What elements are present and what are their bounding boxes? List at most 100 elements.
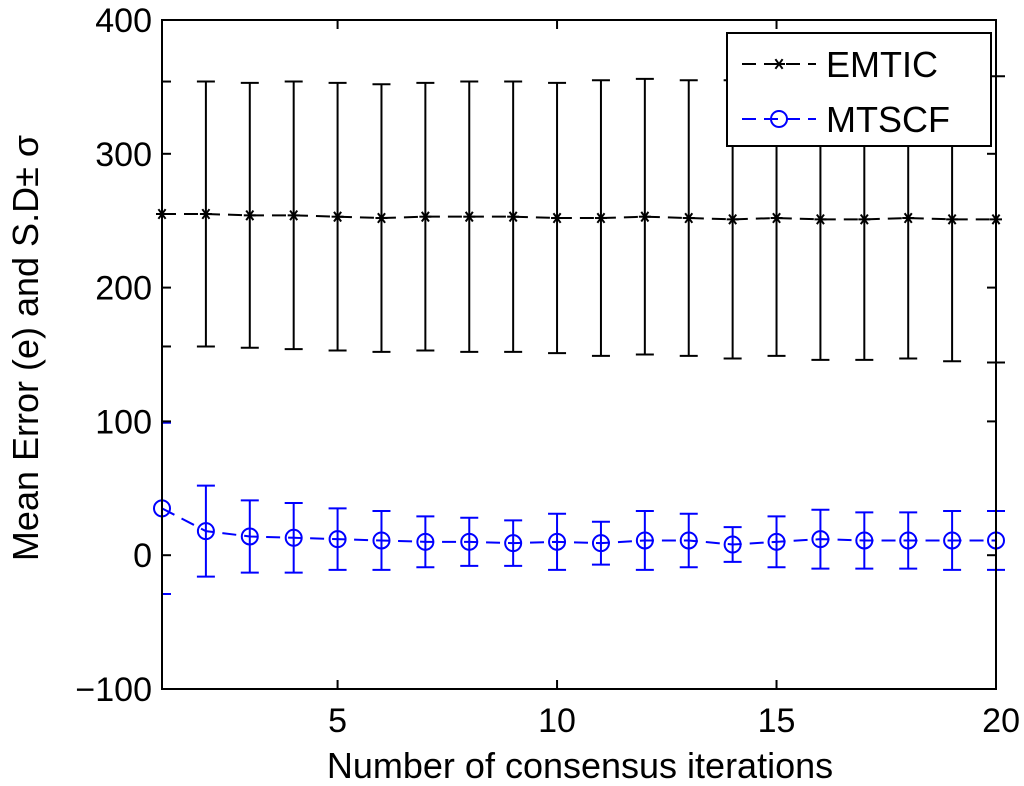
mtscf-error-bar [855,511,874,570]
marker-stroke [289,209,299,221]
mtscf-point [723,535,742,554]
mtscf-point [504,534,523,553]
legend-item-emtic: EMTIC [742,44,938,85]
emtic-point [243,209,256,221]
legend-item-mtscf: MTSCF [742,99,950,140]
emtic-line [162,213,996,221]
mtscf-point [591,534,610,553]
y-axis-label: Mean Error (e) and S.D± σ [5,135,46,561]
legend-box [726,32,992,147]
y-tick-label: −100 [75,671,152,709]
marker-stroke [859,213,869,225]
x-tick-label: 5 [328,702,347,740]
y-tick-label: 100 [95,403,152,441]
emtic-point [287,209,300,221]
marker-stroke [464,211,474,223]
mtscf-point [416,532,435,551]
y-tick-label: 400 [95,2,152,40]
marker-stroke [508,211,518,223]
emtic-point [199,208,212,220]
mtscf-error-bar [943,510,962,571]
mtscf-point [679,531,698,550]
mtscf-point [372,531,391,550]
marker-stroke [552,212,562,224]
mtscf-point [943,531,962,550]
emtic-point [551,212,564,224]
mtscf-line [161,507,996,546]
mtscf-point [196,522,215,541]
emtic-point [638,211,651,223]
emtic-point [682,212,695,224]
mtscf-error-bar [328,507,347,571]
emtic-point [902,212,915,224]
legend-label-mtscf: MTSCF [826,99,950,140]
x-axis-label: Number of consensus iterations [327,745,833,786]
emtic-point [770,212,783,224]
mtscf-point [328,530,347,549]
x-tick-label: 15 [758,702,796,740]
legend-marker-emtic [773,58,785,70]
mtscf-point [240,527,259,546]
mtscf-error-bar [416,515,435,569]
mtscf-error-bar [196,484,215,578]
emtic-point [814,213,827,225]
emtic-point [726,213,739,225]
mtscf-error-bar [548,512,567,571]
legend: EMTIC MTSCF [726,32,992,147]
mtscf-point [767,532,786,551]
mtscf-point [284,528,303,547]
marker-stroke [596,212,606,224]
marker-stroke [684,212,694,224]
marker-stroke [640,211,650,223]
mtscf-error-bar [679,512,698,569]
mtscf-error-bar [240,499,259,574]
y-tick-label: 300 [95,136,152,174]
mtscf-error-bar [899,511,918,570]
marker-stroke [816,213,825,225]
legend-marker-mtscf [770,110,788,128]
marker-stroke [245,209,255,221]
mtscf-point [548,532,567,551]
mtscf-error-bar [504,519,523,567]
mtscf-error-bar [811,508,830,570]
marker-stroke [377,212,386,224]
marker-stroke [728,213,738,225]
mtscf-point [855,531,874,550]
mtscf-point [811,530,830,549]
emtic-point [858,213,871,225]
x-tick-label: 10 [538,702,576,740]
plot-content [153,75,1005,596]
marker-stroke [420,211,430,223]
emtic-point [463,211,476,223]
mtscf-error-bar [284,502,303,574]
marker-stroke [333,211,342,223]
mtscf-error-bar [723,526,742,563]
emtic-point [594,212,607,224]
series-mtscf [153,421,1005,596]
marker-stroke [774,58,784,70]
emtic-point [419,211,432,223]
x-tick-label: 20 [982,702,1020,740]
y-tick-label: 200 [95,270,152,308]
plot-frame [161,19,997,690]
emtic-point [375,212,388,224]
marker-stroke [201,208,211,220]
emtic-point [507,211,520,223]
axis-ticks: 5 10 15 20 −100 0 100 200 300 400 [75,2,1020,740]
marker-stroke [772,212,781,224]
mtscf-error-bar [460,516,479,567]
mtscf-error-bar [591,520,610,566]
marker-stroke [903,212,913,224]
mtscf-error-bar [635,510,654,571]
legend-label-emtic: EMTIC [826,44,938,85]
mtscf-point [635,531,654,550]
y-tick-label: 0 [133,537,152,575]
mtscf-point [899,531,918,550]
mtscf-error-bar [767,515,786,569]
marker-stroke [947,213,957,225]
emtic-point [331,211,344,223]
mtscf-point [460,532,479,551]
emtic-point [946,213,959,225]
mtscf-error-bar [372,510,391,571]
